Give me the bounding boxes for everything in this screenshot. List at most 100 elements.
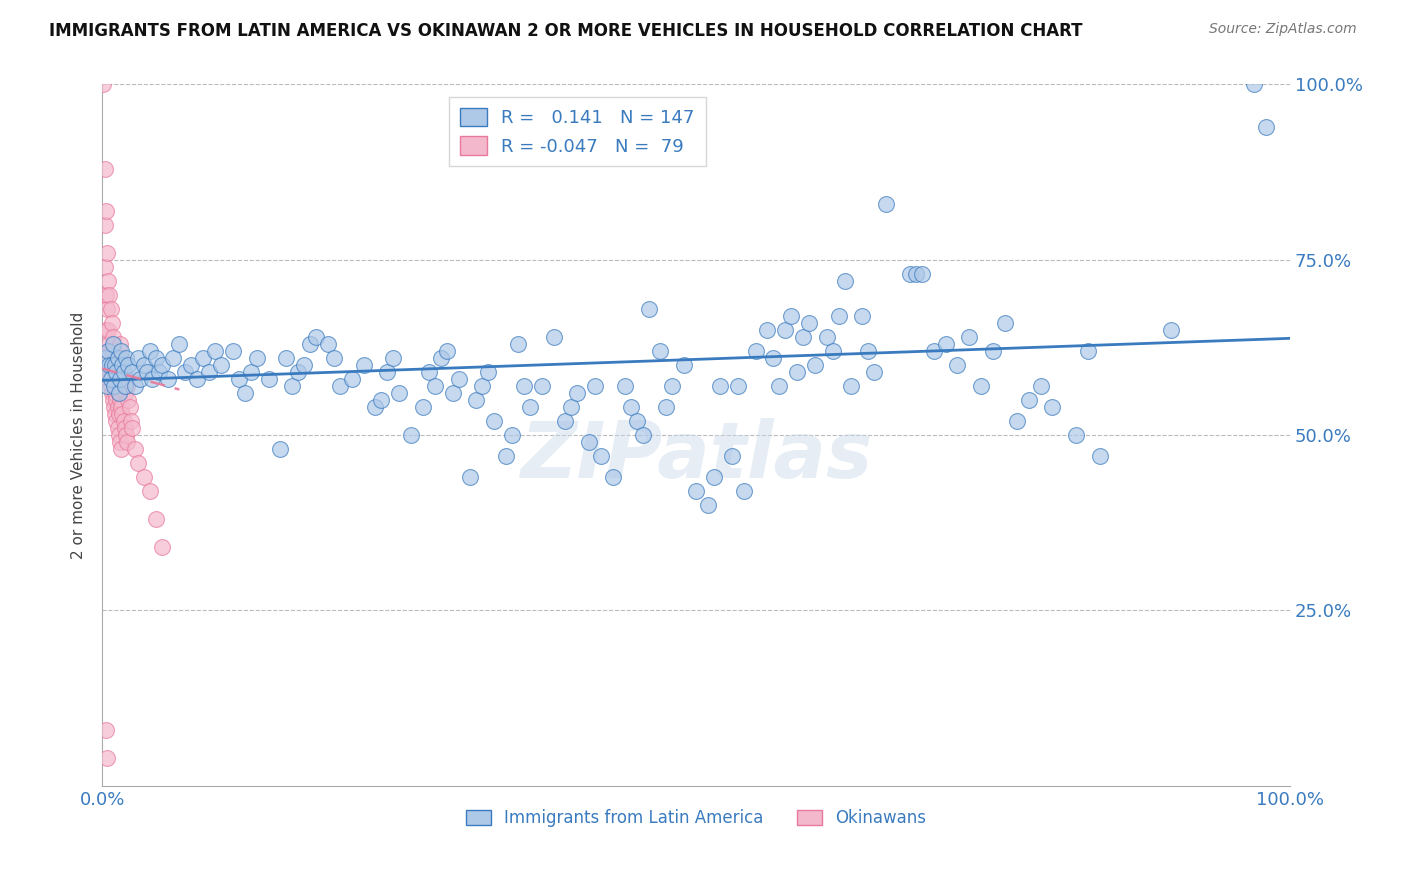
- Point: [786, 365, 808, 379]
- Point: [145, 512, 167, 526]
- Point: [305, 330, 328, 344]
- Point: [94, 323, 117, 337]
- Point: [120, 414, 142, 428]
- Point: [108, 392, 131, 407]
- Point: [875, 196, 897, 211]
- Point: [98, 372, 121, 386]
- Point: [148, 365, 170, 379]
- Point: [124, 379, 146, 393]
- Point: [129, 372, 152, 386]
- Point: [370, 392, 392, 407]
- Point: [863, 365, 886, 379]
- Point: [94, 365, 117, 379]
- Point: [162, 351, 184, 365]
- Point: [104, 407, 127, 421]
- Point: [780, 309, 803, 323]
- Point: [276, 351, 298, 365]
- Point: [957, 330, 980, 344]
- Point: [93, 260, 115, 274]
- Point: [650, 343, 672, 358]
- Point: [382, 351, 405, 365]
- Point: [460, 470, 482, 484]
- Point: [246, 351, 269, 365]
- Point: [292, 358, 315, 372]
- Point: [169, 337, 191, 351]
- Point: [233, 386, 256, 401]
- Point: [103, 379, 125, 393]
- Point: [602, 470, 624, 484]
- Point: [1029, 379, 1052, 393]
- Point: [121, 421, 143, 435]
- Point: [105, 414, 128, 428]
- Point: [96, 379, 118, 393]
- Point: [673, 358, 696, 372]
- Point: [257, 372, 280, 386]
- Point: [495, 449, 517, 463]
- Point: [108, 428, 131, 442]
- Point: [108, 372, 131, 386]
- Point: [981, 343, 1004, 358]
- Point: [904, 267, 927, 281]
- Point: [834, 274, 856, 288]
- Point: [94, 723, 117, 737]
- Point: [1243, 78, 1265, 92]
- Point: [104, 386, 127, 401]
- Point: [685, 484, 707, 499]
- Point: [104, 358, 127, 372]
- Point: [108, 337, 131, 351]
- Point: [110, 400, 132, 414]
- Point: [104, 358, 127, 372]
- Point: [429, 351, 451, 365]
- Point: [108, 435, 131, 450]
- Point: [107, 421, 129, 435]
- Point: [186, 372, 208, 386]
- Point: [101, 337, 124, 351]
- Point: [100, 358, 122, 372]
- Point: [519, 400, 541, 414]
- Point: [655, 400, 678, 414]
- Point: [96, 245, 118, 260]
- Point: [97, 343, 120, 358]
- Point: [97, 365, 120, 379]
- Text: IMMIGRANTS FROM LATIN AMERICA VS OKINAWAN 2 OR MORE VEHICLES IN HOUSEHOLD CORREL: IMMIGRANTS FROM LATIN AMERICA VS OKINAWA…: [49, 22, 1083, 40]
- Point: [804, 358, 827, 372]
- Point: [93, 78, 115, 92]
- Point: [97, 274, 120, 288]
- Point: [353, 358, 375, 372]
- Point: [115, 379, 138, 393]
- Point: [127, 351, 149, 365]
- Point: [112, 365, 135, 379]
- Point: [115, 435, 138, 450]
- Point: [821, 343, 844, 358]
- Point: [1088, 449, 1111, 463]
- Point: [100, 386, 122, 401]
- Point: [118, 400, 141, 414]
- Point: [827, 309, 849, 323]
- Point: [174, 365, 197, 379]
- Point: [110, 343, 132, 358]
- Point: [530, 379, 553, 393]
- Point: [482, 414, 505, 428]
- Point: [412, 400, 434, 414]
- Point: [103, 343, 125, 358]
- Point: [631, 428, 654, 442]
- Point: [287, 365, 309, 379]
- Point: [96, 750, 118, 764]
- Point: [110, 442, 132, 457]
- Point: [1256, 120, 1278, 134]
- Point: [222, 343, 245, 358]
- Point: [756, 323, 779, 337]
- Point: [399, 428, 422, 442]
- Point: [620, 400, 643, 414]
- Point: [994, 316, 1017, 330]
- Point: [703, 470, 725, 484]
- Point: [100, 316, 122, 330]
- Point: [132, 470, 155, 484]
- Point: [792, 330, 814, 344]
- Point: [1018, 392, 1040, 407]
- Point: [108, 386, 131, 401]
- Point: [501, 428, 523, 442]
- Point: [117, 358, 139, 372]
- Point: [111, 365, 134, 379]
- Legend: Immigrants from Latin America, Okinawans: Immigrants from Latin America, Okinawans: [460, 802, 934, 833]
